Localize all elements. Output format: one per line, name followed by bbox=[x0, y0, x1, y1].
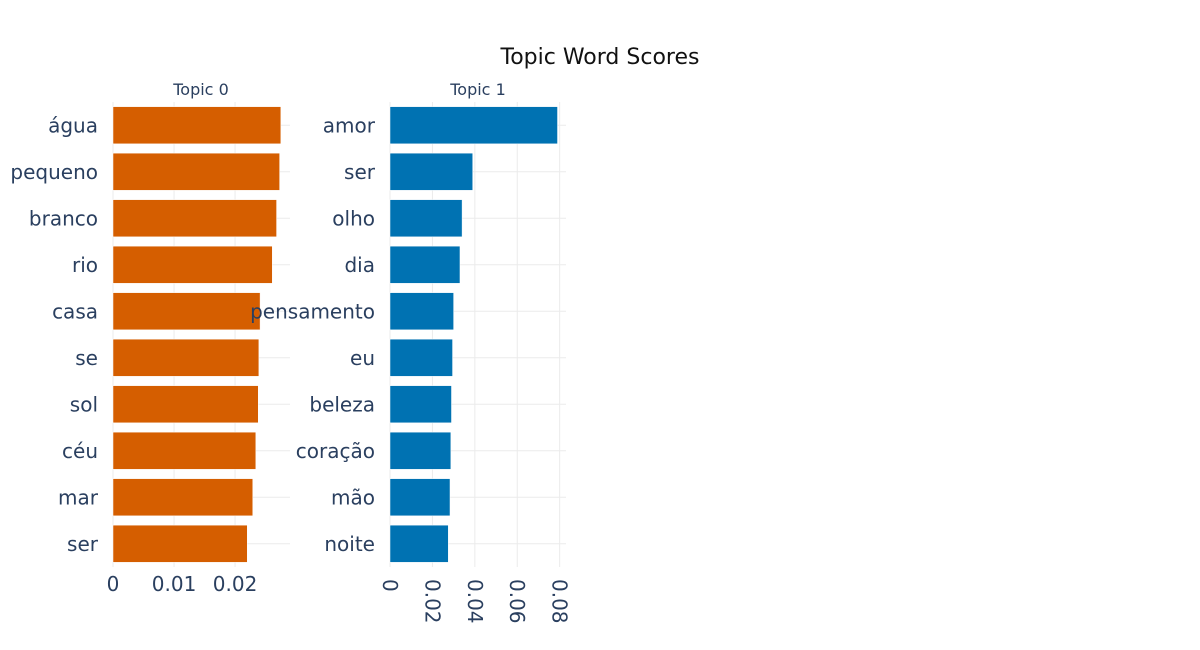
chart-title: Topic Word Scores bbox=[500, 45, 700, 70]
topic-0-category-label: pequeno bbox=[10, 160, 98, 184]
topic-1-bar bbox=[389, 199, 463, 238]
topic-1-x-tick-label: 0 bbox=[378, 579, 402, 592]
topic-1-category-label: coração bbox=[296, 439, 375, 463]
topic-1-x-tick-label: 0.08 bbox=[548, 579, 572, 624]
topic-0-category-label: céu bbox=[62, 439, 98, 463]
topic-0-category-label: mar bbox=[58, 485, 99, 509]
topic-0-category-label: água bbox=[48, 113, 98, 137]
topic-0-bar bbox=[112, 245, 273, 284]
topic-1-bar bbox=[389, 106, 558, 145]
topic-0-panel: água pequeno branco rio casa se sol céu mar ser 0 0… bbox=[10, 102, 290, 596]
topic-1-category-label: eu bbox=[350, 346, 375, 370]
topic-0-category-label: casa bbox=[52, 299, 98, 323]
topic-1-category-label: olho bbox=[332, 206, 375, 230]
topic-1-category-label: beleza bbox=[309, 392, 375, 416]
topic-1-bar bbox=[389, 338, 453, 377]
topic-1-subplot-title: Topic 1 bbox=[449, 80, 506, 99]
topic-1-bar bbox=[389, 245, 461, 284]
topic-1-panel: amor ser olho dia pensamento eu beleza coração m… bbox=[250, 102, 572, 624]
topic-1-x-tick-label: 0.06 bbox=[505, 579, 529, 624]
topic-0-category-label: branco bbox=[29, 206, 98, 230]
topic-1-bar bbox=[389, 292, 454, 331]
topic-1-bar bbox=[389, 478, 451, 517]
topic-0-category-label: sol bbox=[70, 392, 98, 416]
topic-0-bar bbox=[112, 524, 248, 563]
topic-0-subplot-title: Topic 0 bbox=[172, 80, 229, 99]
topic-1-bar bbox=[389, 152, 473, 191]
topic-0-category-label: se bbox=[75, 346, 98, 370]
topic-1-category-label: mão bbox=[331, 485, 375, 509]
topic-0-bar bbox=[112, 152, 280, 191]
topic-1-x-tick-label: 0.02 bbox=[420, 579, 444, 624]
topic-1-bar bbox=[389, 431, 452, 470]
topic-0-bar bbox=[112, 199, 277, 238]
topic-0-bar bbox=[112, 478, 254, 517]
topic-0-bar bbox=[112, 338, 260, 377]
topic-0-category-label: rio bbox=[72, 253, 98, 277]
topic-1-x-tick-label: 0.04 bbox=[463, 579, 487, 624]
topic-0-category-label: ser bbox=[67, 532, 99, 556]
topic-1-category-label: dia bbox=[344, 253, 375, 277]
topic-0-bar bbox=[112, 431, 257, 470]
topic-0-bar bbox=[112, 292, 261, 331]
topic-0-bar bbox=[112, 385, 259, 424]
topic-0-x-tick-label: 0.02 bbox=[213, 572, 258, 596]
topic-0-x-tick-label: 0.01 bbox=[152, 572, 197, 596]
topic-0-x-tick-label: 0 bbox=[107, 572, 120, 596]
topic-1-category-label: pensamento bbox=[250, 299, 375, 323]
topic-1-bar bbox=[389, 524, 449, 563]
topic-1-category-label: amor bbox=[323, 113, 376, 137]
topic-0-bar bbox=[112, 106, 282, 145]
topic-1-bar bbox=[389, 385, 452, 424]
topic-1-category-label: ser bbox=[344, 160, 376, 184]
topic-1-category-label: noite bbox=[324, 532, 375, 556]
